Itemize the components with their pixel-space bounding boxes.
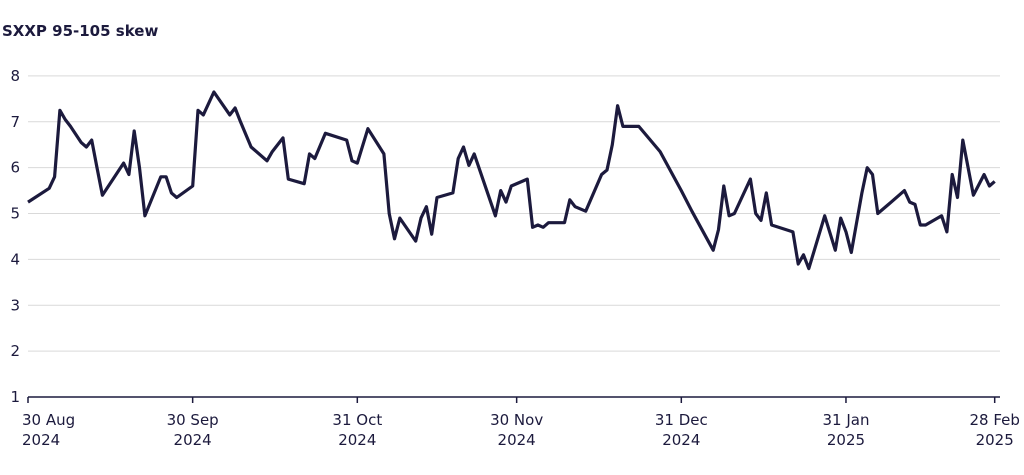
x-tick-label: 30 Aug xyxy=(22,411,75,429)
x-tick-label: 2024 xyxy=(498,431,536,449)
y-tick-label: 4 xyxy=(10,250,20,268)
x-tick-label: 31 Dec xyxy=(655,411,708,429)
y-tick-label: 5 xyxy=(10,205,20,223)
x-tick-label: 2024 xyxy=(338,431,376,449)
x-tick-label: 30 Nov xyxy=(490,411,543,429)
x-tick-label: 2024 xyxy=(22,431,60,449)
y-tick-label: 6 xyxy=(10,159,20,177)
line-series xyxy=(27,90,996,271)
x-tick-label: 31 Oct xyxy=(332,411,382,429)
x-tick-label: 2025 xyxy=(827,431,865,449)
y-tick-label: 3 xyxy=(10,296,20,314)
x-tick-label: 31 Jan xyxy=(822,411,869,429)
y-tick-label: 7 xyxy=(10,113,20,131)
y-tick-label: 8 xyxy=(10,67,20,85)
y-tick-label: 1 xyxy=(10,388,20,406)
x-tick-label: 2024 xyxy=(174,431,212,449)
x-tick-label: 28 Feb xyxy=(969,411,1019,429)
x-tick-label: 30 Sep xyxy=(167,411,219,429)
chart-title: SXXP 95-105 skew xyxy=(2,22,158,40)
x-tick-label: 2025 xyxy=(976,431,1014,449)
y-tick-label: 2 xyxy=(10,342,20,360)
x-tick-label: 2024 xyxy=(662,431,700,449)
